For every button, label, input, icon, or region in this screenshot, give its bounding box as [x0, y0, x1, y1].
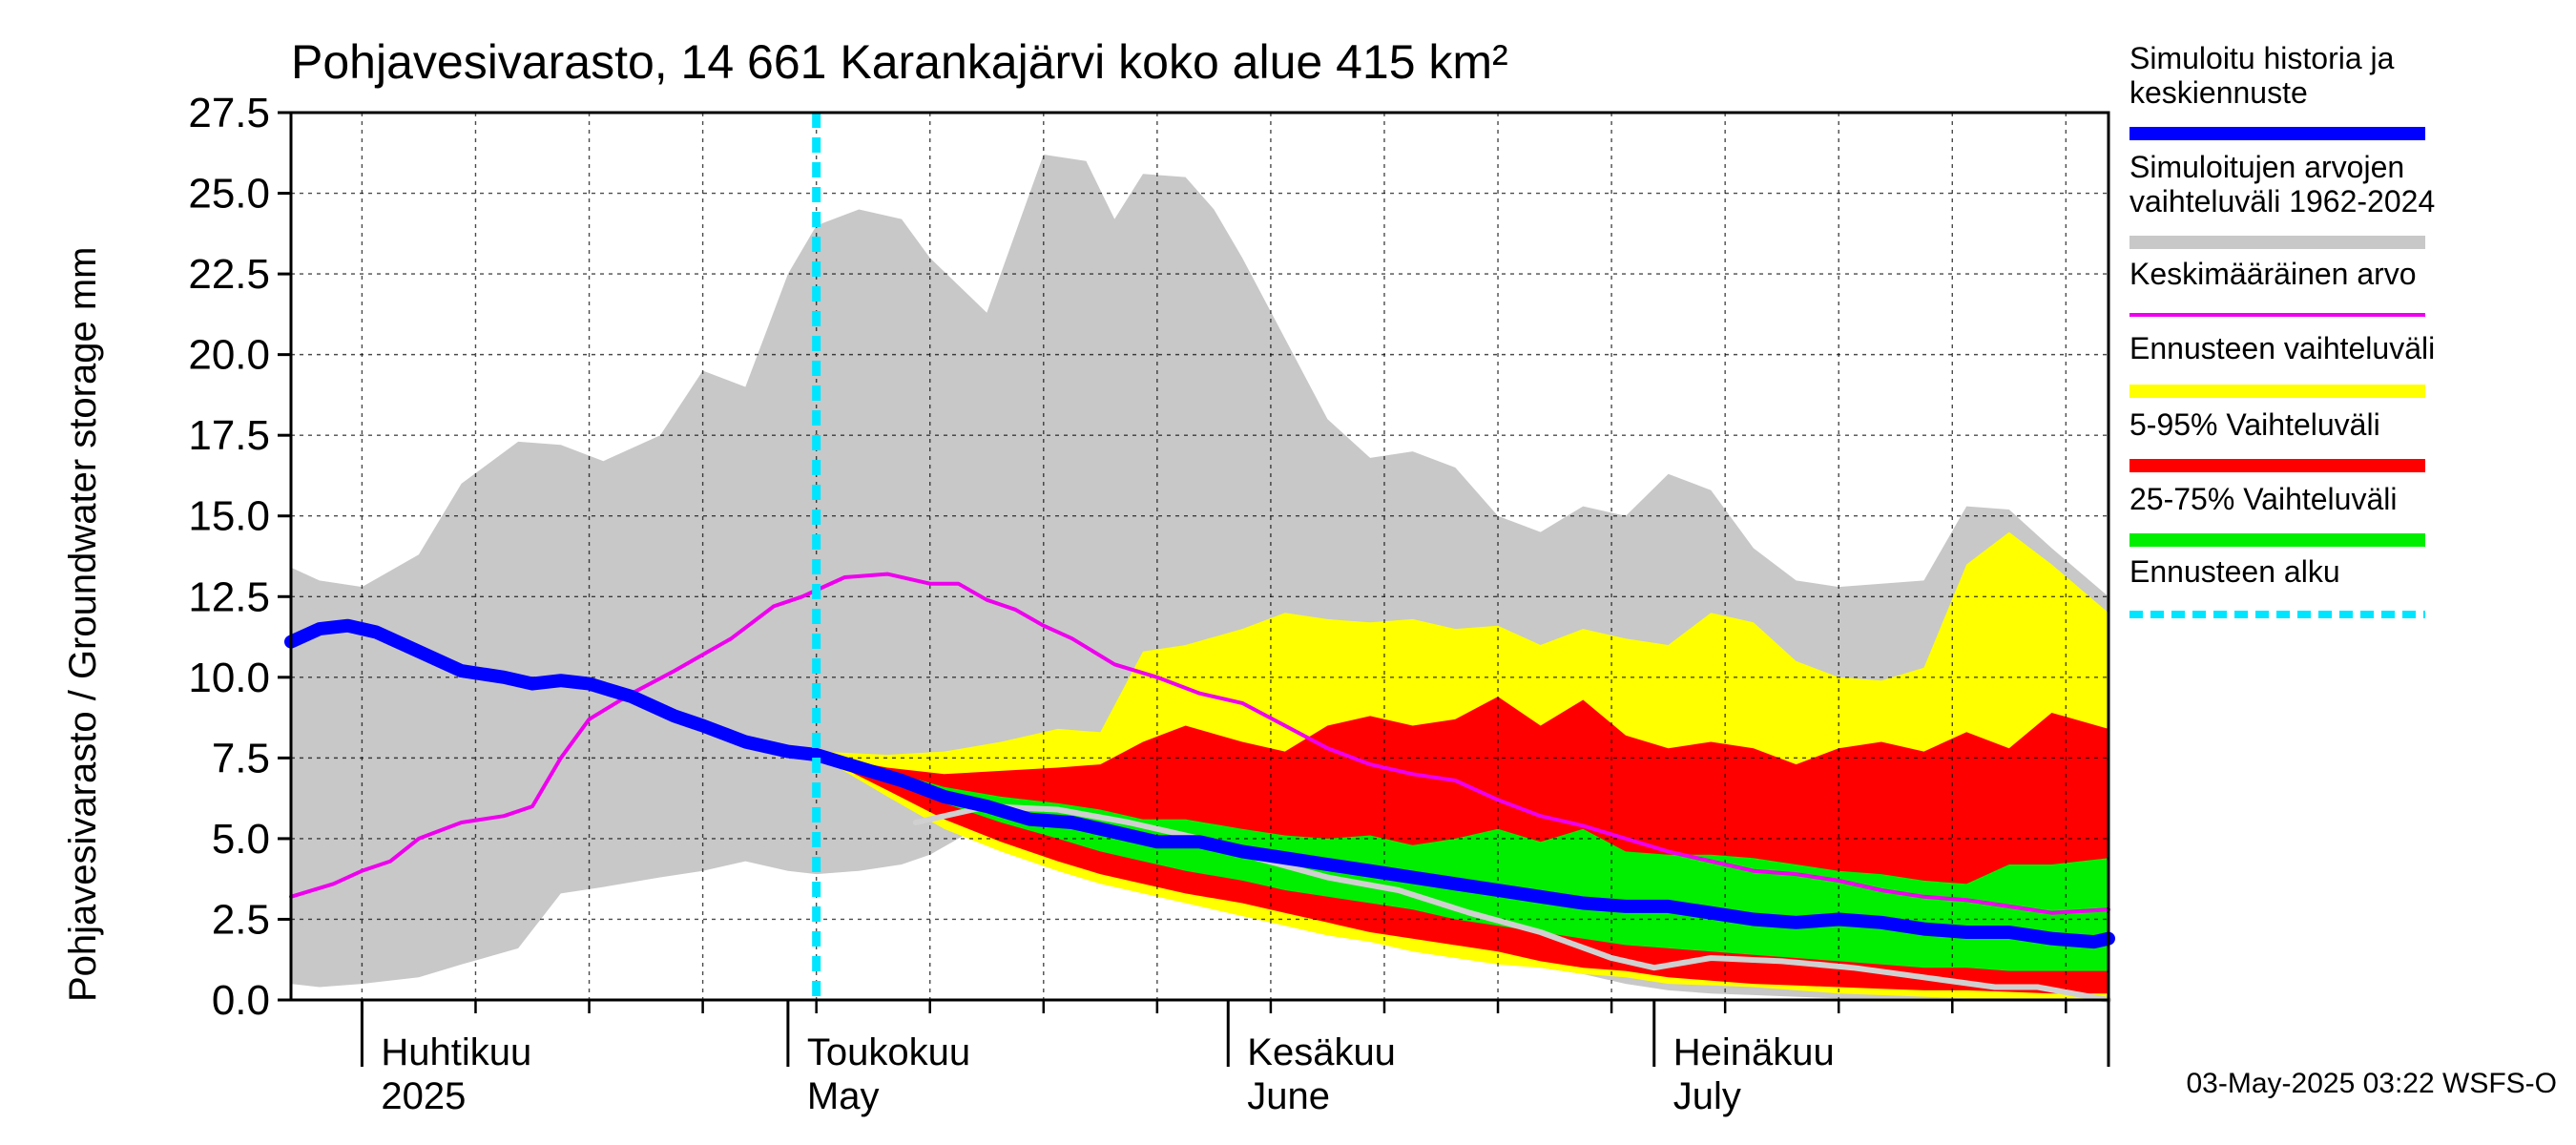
- x-month-label-en: May: [807, 1075, 880, 1117]
- median-forecast-line: [284, 618, 2115, 949]
- legend-label: 25-75% Vaihteluväli: [2129, 482, 2397, 516]
- y-tick-label: 7.5: [212, 735, 270, 781]
- y-axis-label: Pohjavesivarasto / Groundwater storage m…: [62, 247, 104, 1002]
- y-tick-label: 22.5: [188, 251, 270, 298]
- legend-label: Ennusteen alku: [2129, 554, 2340, 589]
- x-month-label: Kesäkuu: [1247, 1031, 1396, 1073]
- chart-title: Pohjavesivarasto, 14 661 Karankajärvi ko…: [291, 35, 1508, 89]
- history-year-line: [912, 803, 2111, 1003]
- footer-timestamp: 03-May-2025 03:22 WSFS-O: [2187, 1068, 2558, 1099]
- y-tick-label: 5.0: [212, 816, 270, 863]
- y-axis-ticks: 0.0 2.5 5.0 7.5 10.0 12.5 15.0 17.5 20.0 22.5 25.0…: [188, 90, 291, 1024]
- x-month-label: Huhtikuu: [381, 1031, 531, 1073]
- grid-lines: [291, 113, 2109, 1000]
- y-tick-label: 0.0: [212, 977, 270, 1024]
- x-month-label-en: 2025: [381, 1075, 466, 1117]
- x-month-label-en: July: [1673, 1075, 1741, 1117]
- y-tick-label: 12.5: [188, 573, 270, 620]
- plot-frame: [289, 111, 2110, 1002]
- y-tick-label: 27.5: [188, 90, 270, 136]
- plot-border: [289, 111, 2110, 1002]
- data-lines: [284, 113, 2115, 1003]
- legend: Simuloitu historia ja keskiennuste Simuloi…: [2129, 41, 2435, 618]
- y-tick-label: 10.0: [188, 655, 270, 701]
- legend-label: Keskimääräinen arvo: [2129, 257, 2417, 291]
- y-tick-label: 20.0: [188, 332, 270, 379]
- x-month-label: Heinäkuu: [1673, 1031, 1835, 1073]
- x-month-label: Toukokuu: [807, 1031, 970, 1073]
- legend-label: 5-95% Vaihteluväli: [2129, 407, 2380, 442]
- mean-line: [289, 572, 2110, 915]
- y-tick-label: 25.0: [188, 171, 270, 218]
- legend-label: Ennusteen vaihteluväli: [2129, 331, 2435, 365]
- legend-label: Simuloitujen arvojen vaihteluväli 1962-20…: [2129, 150, 2435, 219]
- y-tick-label: 17.5: [188, 412, 270, 459]
- y-tick-label: 15.0: [188, 493, 270, 540]
- y-tick-label: 2.5: [212, 896, 270, 943]
- x-month-label-en: June: [1247, 1075, 1330, 1117]
- legend-label: Simuloitu historia ja keskiennuste: [2129, 41, 2395, 110]
